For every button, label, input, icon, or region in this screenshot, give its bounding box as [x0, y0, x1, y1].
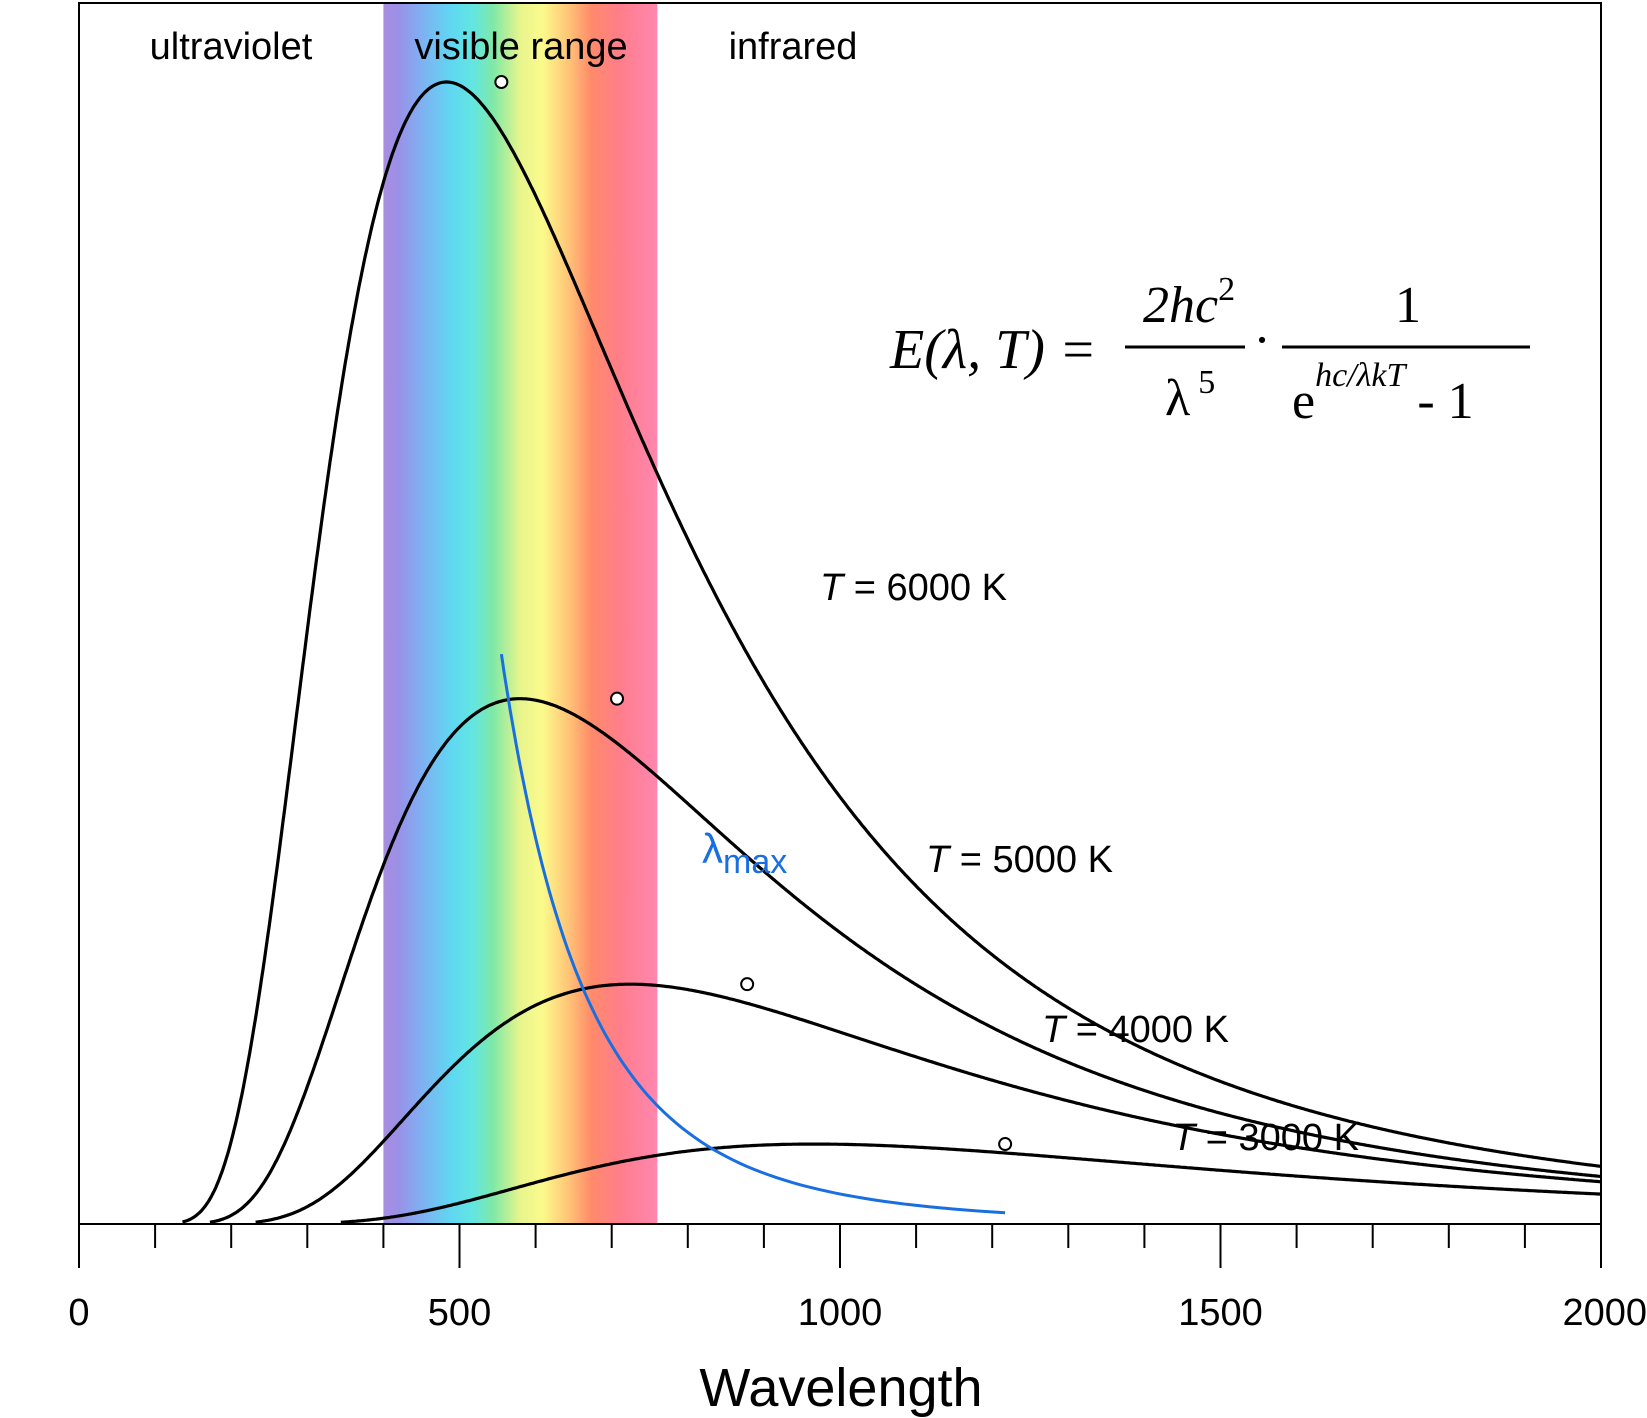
- frac2-den-tail: - 1: [1417, 373, 1473, 430]
- plot-frame: [78, 2, 1602, 1225]
- frac2-den-exp: hc/λkT: [1315, 357, 1407, 394]
- series-labels: T = 6000 K T = 5000 K T = 4000 K T = 3000 K: [820, 567, 1359, 1159]
- lambda-subscript: max: [723, 843, 787, 881]
- formula-frac1-numerator: 2hc2: [1143, 271, 1235, 334]
- region-label-ultraviolet: ultraviolet: [150, 26, 313, 68]
- x-tick-label: 500: [428, 1292, 491, 1334]
- curve-6000k: [182, 80, 1602, 1224]
- curve-5000k: [209, 697, 1602, 1224]
- frac2-den-base: e: [1292, 373, 1315, 430]
- formula-dot: ·: [1253, 312, 1270, 369]
- frac1-den-base: λ: [1165, 370, 1190, 427]
- frac1-den-exp: 5: [1198, 364, 1215, 401]
- frac1-num-base: 2hc: [1143, 277, 1218, 334]
- lambda-max-curve: [499, 653, 1006, 1215]
- peak-marker: [610, 691, 625, 706]
- peak-marker: [998, 1137, 1013, 1152]
- lambda-max-layer: [499, 653, 1006, 1215]
- peak-markers: [494, 75, 1013, 1152]
- series-label-6000k: T = 6000 K: [820, 567, 1007, 609]
- peak-marker: [494, 75, 509, 89]
- region-labels: ultraviolet visible range infrared: [150, 26, 858, 68]
- x-tick-label: 2000: [1562, 1292, 1647, 1334]
- series-label-5000k: T = 5000 K: [926, 839, 1113, 881]
- x-tick-label: 0: [68, 1292, 89, 1334]
- x-axis-label: Wavelength: [699, 1358, 982, 1418]
- curve-4000k: [255, 982, 1602, 1224]
- x-axis-tick-labels: 0 500 1000 1500 2000: [68, 1292, 1647, 1334]
- formula-frac2-denominator: ehc/λkT - 1: [1292, 357, 1474, 430]
- series-label-4000k: T = 4000 K: [1042, 1009, 1229, 1051]
- curve-3000k: [340, 1142, 1602, 1224]
- peak-marker: [740, 977, 755, 992]
- frac1-num-exp: 2: [1218, 271, 1235, 308]
- lambda-max-label: λmax: [702, 825, 787, 881]
- region-label-visible-range: visible range: [414, 26, 627, 68]
- x-tick-label: 1500: [1178, 1292, 1263, 1334]
- plot-border: [78, 2, 1602, 1225]
- visible-spectrum-band: [383, 3, 658, 1224]
- series-label-3000k: T = 3000 K: [1172, 1117, 1359, 1159]
- curves: [182, 80, 1602, 1224]
- x-axis-ticks: [78, 1224, 1602, 1268]
- lambda-symbol: λ: [702, 825, 723, 872]
- formula-frac2-numerator: 1: [1395, 277, 1421, 334]
- region-label-infrared: infrared: [729, 26, 858, 68]
- x-tick-label: 1000: [798, 1292, 883, 1334]
- formula-lhs: E(λ, T) =: [889, 319, 1097, 381]
